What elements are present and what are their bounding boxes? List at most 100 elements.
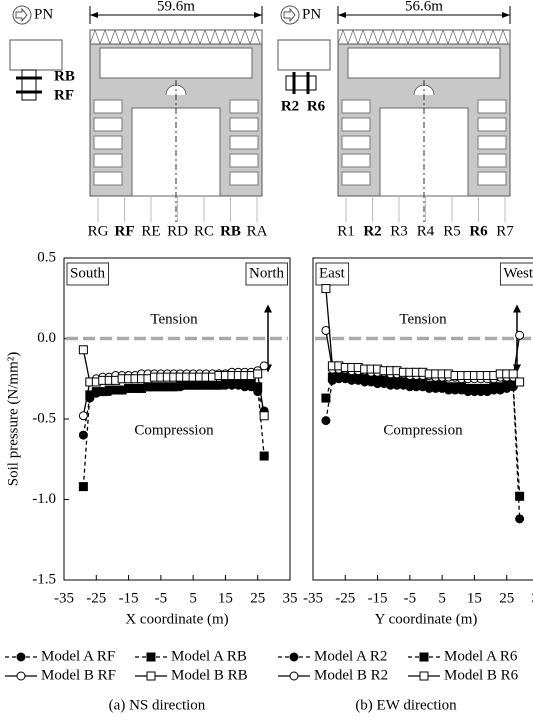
grid-axis-label: RG bbox=[88, 223, 109, 239]
key-plan bbox=[277, 39, 331, 71]
grid-axis-label: R5 bbox=[443, 223, 461, 239]
data-point bbox=[515, 377, 525, 387]
compass-label: PN bbox=[34, 6, 53, 22]
corner-label: South bbox=[70, 265, 106, 281]
room bbox=[229, 135, 259, 150]
room bbox=[477, 99, 507, 114]
dimension-label: 56.6m bbox=[405, 0, 443, 14]
data-point bbox=[78, 482, 88, 492]
grid-axis-label: R4 bbox=[417, 223, 435, 239]
label-box bbox=[499, 262, 533, 286]
legend-label: Model B RF bbox=[41, 667, 116, 683]
plot-frame bbox=[63, 257, 291, 581]
x-axis-label: Y coordinate (m) bbox=[375, 611, 478, 627]
room bbox=[341, 171, 371, 186]
caption: (b) EW direction bbox=[355, 697, 457, 713]
legend-label: Model B R6 bbox=[444, 667, 519, 683]
x-tick-label: -25 bbox=[86, 590, 106, 606]
data-point bbox=[78, 411, 88, 421]
legend-marker bbox=[16, 652, 26, 662]
data-point bbox=[253, 369, 263, 379]
key-section bbox=[21, 69, 37, 101]
room bbox=[229, 99, 259, 114]
x-tick-label: -15 bbox=[119, 590, 139, 606]
x-tick-label: 35 bbox=[283, 590, 298, 606]
legend-marker bbox=[289, 652, 299, 662]
truss-web bbox=[89, 28, 261, 46]
legend-marker bbox=[289, 671, 299, 681]
grid-axis-label: RF bbox=[115, 223, 135, 239]
grid-axis-label: RC bbox=[194, 223, 214, 239]
x-tick-label: 15 bbox=[218, 590, 233, 606]
x-tick-label: 5 bbox=[438, 590, 446, 606]
grid-axis-label: RE bbox=[141, 223, 160, 239]
x-tick-label: -35 bbox=[54, 590, 74, 606]
room bbox=[93, 117, 123, 132]
key-label: R2 bbox=[281, 98, 299, 114]
region-label: Compression bbox=[383, 422, 463, 438]
y-tick-label: -1.5 bbox=[32, 571, 56, 587]
legend-marker bbox=[419, 671, 429, 681]
room bbox=[93, 135, 123, 150]
data-point bbox=[321, 284, 331, 294]
x-tick-label: -5 bbox=[404, 590, 417, 606]
grid-axis-label: R3 bbox=[390, 223, 408, 239]
y-tick-label: -1.0 bbox=[32, 491, 56, 507]
legend-label: Model A R6 bbox=[444, 648, 518, 664]
compass-arrow bbox=[15, 7, 28, 23]
data-point bbox=[78, 430, 88, 440]
room bbox=[341, 117, 371, 132]
upper-hall bbox=[99, 47, 253, 79]
room bbox=[93, 153, 123, 168]
data-point bbox=[253, 382, 263, 392]
corner-label: East bbox=[319, 265, 346, 281]
region-label: Compression bbox=[134, 422, 214, 438]
room bbox=[341, 153, 371, 168]
legend-marker bbox=[419, 652, 429, 662]
legend-label: Model B R2 bbox=[314, 667, 388, 683]
compass-arrow bbox=[283, 7, 296, 23]
arrow-heads bbox=[513, 304, 521, 373]
room bbox=[341, 135, 371, 150]
legend-label: Model B RB bbox=[171, 667, 248, 683]
key-section bbox=[285, 75, 317, 91]
room bbox=[93, 99, 123, 114]
key-plan bbox=[9, 39, 63, 71]
grid-axis-label: R7 bbox=[496, 223, 514, 239]
label-box bbox=[245, 262, 288, 286]
grid-axis-label: RA bbox=[247, 223, 268, 239]
x-tick-label: 25 bbox=[250, 590, 265, 606]
y-axis-label: Soil pressure (N/mm²) bbox=[5, 352, 21, 486]
x-tick-label: 15 bbox=[467, 590, 482, 606]
label-box bbox=[315, 262, 350, 286]
region-label: Tension bbox=[150, 311, 198, 327]
legend-marker bbox=[16, 671, 26, 681]
label-box bbox=[66, 262, 109, 286]
legend-label: Model A RF bbox=[41, 648, 115, 664]
key-label: RB bbox=[54, 68, 75, 84]
data-point bbox=[515, 514, 525, 524]
data-point bbox=[259, 411, 269, 421]
room bbox=[229, 117, 259, 132]
key-label: RF bbox=[54, 87, 74, 103]
grid-axis-label: RB bbox=[220, 223, 241, 239]
room bbox=[477, 171, 507, 186]
dimension-label: 59.6m bbox=[157, 0, 195, 14]
key-label: R6 bbox=[307, 98, 326, 114]
grid-axis-label: R2 bbox=[363, 223, 381, 239]
x-tick-label: -35 bbox=[303, 590, 323, 606]
x-tick-label: -25 bbox=[335, 590, 355, 606]
region-label: Tension bbox=[399, 311, 447, 327]
legend-marker bbox=[146, 671, 156, 681]
data-point bbox=[508, 369, 518, 379]
legend-label: Model A R2 bbox=[314, 648, 387, 664]
y-tick-label: 0.0 bbox=[37, 330, 56, 346]
x-tick-label: -5 bbox=[155, 590, 168, 606]
x-tick-label: 5 bbox=[189, 590, 197, 606]
data-point bbox=[321, 393, 331, 403]
caption: (a) NS direction bbox=[109, 697, 206, 713]
room bbox=[477, 117, 507, 132]
room bbox=[341, 99, 371, 114]
data-point bbox=[78, 345, 88, 355]
